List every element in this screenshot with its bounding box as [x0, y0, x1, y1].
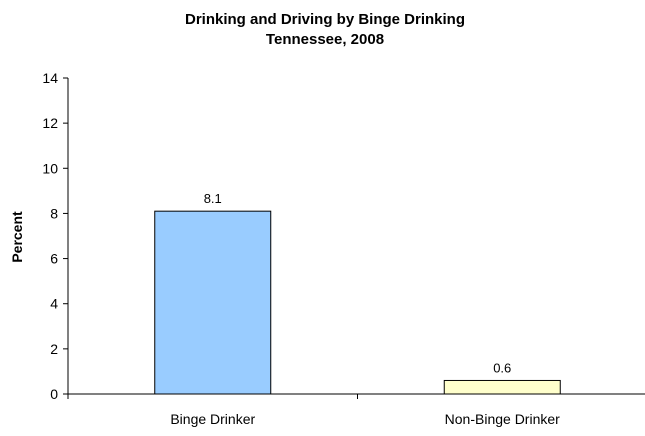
x-tick-label: Non-Binge Drinker: [445, 411, 560, 427]
data-label: 8.1: [204, 191, 222, 206]
chart-title: Drinking and Driving by Binge Drinking: [185, 11, 465, 28]
y-tick-label: 0: [50, 386, 58, 402]
x-tick-label: Binge Drinker: [170, 411, 255, 427]
chart-subtitle: Tennessee, 2008: [266, 31, 384, 48]
y-tick-label: 4: [50, 296, 58, 312]
y-tick-label: 8: [50, 205, 58, 221]
y-tick-label: 14: [42, 70, 58, 86]
bar-binge-drinker: [154, 210, 272, 395]
y-axis-label: Percent: [9, 211, 25, 263]
y-tick-label: 12: [42, 115, 58, 131]
y-tick-label: 6: [50, 251, 58, 267]
data-label: 0.6: [493, 360, 511, 375]
bar-non-binge-drinker: [443, 379, 561, 395]
y-tick-label: 2: [50, 341, 58, 357]
y-tick-label: 10: [42, 160, 58, 176]
plot-area: 0 2 4 6 8 10 12 14 8.1 Binge Drinker 0.6 Non-Binge …: [42, 70, 645, 427]
